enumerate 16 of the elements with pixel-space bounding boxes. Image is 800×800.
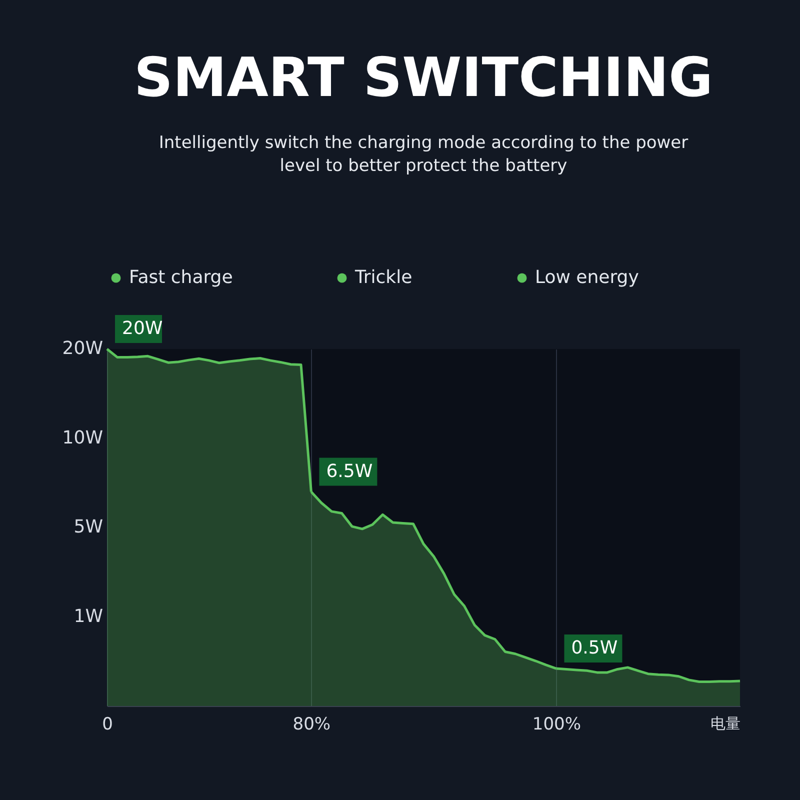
text: 1W: [74, 606, 104, 627]
x-tick-label: 100%: [532, 714, 582, 734]
chart-subtitle: Intelligently switch the charging mode according to the power level to better protect the battery: [158, 133, 688, 176]
annotation: 0.5W: [571, 638, 618, 659]
x-tick-label: 0: [102, 714, 113, 734]
text: 10W: [62, 427, 104, 448]
legend-label: Trickle: [354, 267, 412, 288]
text: 5W: [74, 516, 104, 538]
text: 20W: [62, 338, 104, 359]
annotation: 6.5W: [326, 460, 373, 482]
legend-label: Fast charge: [129, 267, 233, 288]
chart-title: SMART SWITCHING: [134, 46, 714, 109]
x-axis-title: 电量: [710, 714, 740, 732]
legend-label: Low energy: [535, 267, 640, 288]
annotation: 20W: [122, 318, 163, 339]
x-tick-label: 80%: [292, 714, 331, 734]
